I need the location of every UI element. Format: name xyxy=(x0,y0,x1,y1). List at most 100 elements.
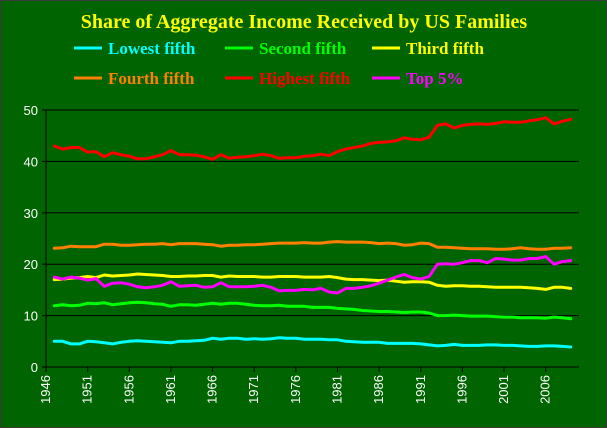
point-second-fifth-1989 xyxy=(402,311,406,314)
point-top-5pct-2006 xyxy=(544,255,547,258)
point-top-5pct-2009 xyxy=(569,259,572,262)
point-highest-fifth-1988 xyxy=(394,139,397,142)
point-top-5pct-1963 xyxy=(186,284,189,287)
point-fourth-fifth-1987 xyxy=(386,241,389,245)
point-highest-fifth-1985 xyxy=(369,142,372,145)
y-axis-ticks: 0 10 20 30 40 50 xyxy=(24,103,46,375)
point-highest-fifth-1962 xyxy=(178,153,181,156)
point-fourth-fifth-1963 xyxy=(186,242,189,245)
point-second-fifth-1969 xyxy=(236,302,239,305)
point-lowest-fifth-1957 xyxy=(136,339,139,342)
point-highest-fifth-1950 xyxy=(78,146,81,149)
point-second-fifth-2000 xyxy=(494,315,497,318)
point-top-5pct-1971 xyxy=(253,285,256,288)
point-lowest-fifth-2001 xyxy=(502,344,506,347)
point-lowest-fifth-1978 xyxy=(311,338,314,341)
point-highest-fifth-2009 xyxy=(569,118,572,121)
point-lowest-fifth-1972 xyxy=(261,338,264,341)
point-lowest-fifth-1951 xyxy=(86,340,89,343)
point-top-5pct-2008 xyxy=(561,260,564,263)
point-second-fifth-1985 xyxy=(369,309,372,313)
point-highest-fifth-1955 xyxy=(119,153,123,156)
legend-label-fourth-fifth: Fourth fifth xyxy=(108,69,195,88)
point-fourth-fifth-1967 xyxy=(219,245,223,248)
series-highest-fifth xyxy=(52,116,573,161)
point-top-5pct-1995 xyxy=(452,263,456,266)
point-third-fifth-1960 xyxy=(161,274,164,277)
legend-label-top-5pct: Top 5% xyxy=(406,69,463,88)
point-fourth-fifth-1949 xyxy=(69,245,73,248)
point-highest-fifth-1959 xyxy=(153,155,156,158)
point-second-fifth-2008 xyxy=(561,316,564,319)
legend: Lowest fifth Second fifth Third fifth Fourt… xyxy=(74,39,484,88)
point-lowest-fifth-1950 xyxy=(78,342,81,346)
point-top-5pct-1973 xyxy=(269,286,273,289)
point-highest-fifth-1974 xyxy=(278,157,281,160)
point-lowest-fifth-1975 xyxy=(286,337,289,340)
point-second-fifth-1948 xyxy=(61,303,64,306)
point-second-fifth-1974 xyxy=(278,304,281,307)
point-top-5pct-1961 xyxy=(169,280,173,283)
point-third-fifth-1983 xyxy=(352,278,356,281)
legend-item-fourth-fifth: Fourth fifth xyxy=(74,69,195,88)
point-lowest-fifth-1960 xyxy=(161,341,164,344)
point-top-5pct-1965 xyxy=(203,286,206,289)
point-highest-fifth-2008 xyxy=(561,120,564,123)
point-lowest-fifth-1982 xyxy=(344,340,347,343)
point-fourth-fifth-1998 xyxy=(477,247,481,250)
point-third-fifth-1965 xyxy=(203,274,206,277)
point-highest-fifth-1976 xyxy=(294,156,297,159)
point-lowest-fifth-1964 xyxy=(194,339,198,342)
point-fourth-fifth-1978 xyxy=(311,241,314,245)
point-lowest-fifth-1994 xyxy=(444,344,447,347)
point-third-fifth-1959 xyxy=(153,273,156,277)
point-third-fifth-2003 xyxy=(519,286,522,289)
point-fourth-fifth-1953 xyxy=(103,243,106,246)
point-lowest-fifth-1971 xyxy=(253,337,256,340)
point-fourth-fifth-1990 xyxy=(411,243,414,246)
point-highest-fifth-1973 xyxy=(269,154,273,157)
point-third-fifth-1970 xyxy=(244,275,248,278)
point-third-fifth-1979 xyxy=(319,275,322,279)
point-third-fifth-1947 xyxy=(53,278,56,281)
point-third-fifth-1998 xyxy=(477,285,481,288)
point-fourth-fifth-1965 xyxy=(203,243,206,246)
y-tick-label-10: 10 xyxy=(24,309,38,324)
point-top-5pct-1996 xyxy=(461,261,464,264)
x-tick-label-1991: 1991 xyxy=(413,375,428,404)
point-top-5pct-1954 xyxy=(111,282,114,285)
point-second-fifth-1987 xyxy=(386,310,389,313)
point-second-fifth-2005 xyxy=(536,316,539,319)
point-top-5pct-1951 xyxy=(86,278,89,282)
point-third-fifth-1966 xyxy=(211,274,214,277)
point-lowest-fifth-1955 xyxy=(119,341,123,344)
point-second-fifth-1997 xyxy=(469,314,472,318)
point-top-5pct-1964 xyxy=(194,284,198,287)
point-top-5pct-1955 xyxy=(119,281,123,284)
point-third-fifth-1972 xyxy=(261,275,264,279)
point-highest-fifth-1982 xyxy=(344,147,347,151)
point-highest-fifth-1953 xyxy=(103,155,106,158)
point-third-fifth-1961 xyxy=(169,275,173,278)
point-third-fifth-1997 xyxy=(469,285,472,288)
point-second-fifth-1981 xyxy=(336,307,339,310)
point-top-5pct-1969 xyxy=(236,285,239,288)
point-highest-fifth-1994 xyxy=(444,122,447,126)
point-fourth-fifth-1958 xyxy=(144,243,148,246)
point-fourth-fifth-1988 xyxy=(394,242,397,245)
point-top-5pct-2003 xyxy=(519,258,522,262)
point-highest-fifth-1947 xyxy=(53,144,56,148)
point-highest-fifth-1978 xyxy=(311,154,314,157)
point-top-5pct-1992 xyxy=(427,275,431,278)
point-lowest-fifth-1985 xyxy=(369,341,372,344)
point-fourth-fifth-2002 xyxy=(511,247,514,250)
chart-title: Share of Aggregate Income Received by US… xyxy=(81,11,528,33)
point-lowest-fifth-1989 xyxy=(402,342,406,345)
point-second-fifth-1970 xyxy=(244,303,248,306)
point-fourth-fifth-1997 xyxy=(469,247,472,250)
point-top-5pct-1953 xyxy=(103,285,106,288)
point-top-5pct-2007 xyxy=(552,263,556,266)
point-third-fifth-1993 xyxy=(436,284,439,287)
series-line-highest-fifth xyxy=(52,116,573,161)
point-highest-fifth-2000 xyxy=(494,122,497,125)
